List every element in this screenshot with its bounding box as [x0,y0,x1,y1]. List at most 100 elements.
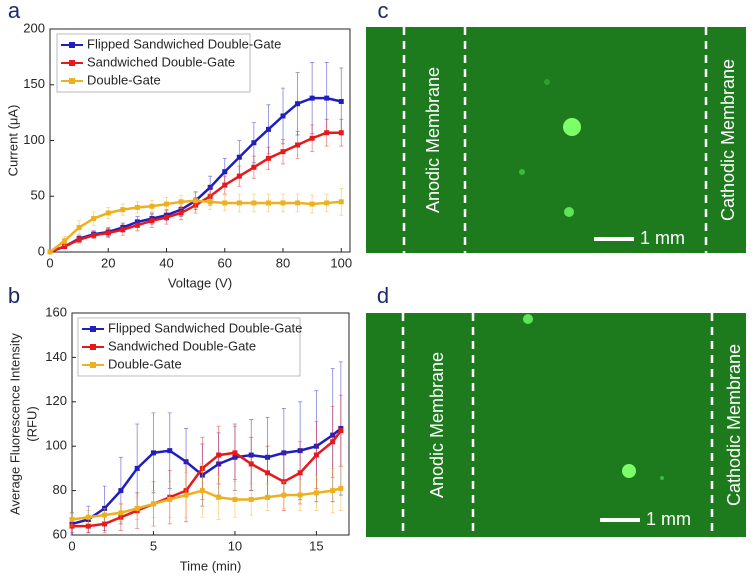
series-line [71,487,342,521]
marker [69,516,75,522]
marker [309,201,315,207]
marker [309,95,315,101]
marker [232,450,238,456]
marker [91,216,97,222]
membrane-label: Anodic Membrane [427,352,447,498]
marker [167,496,173,502]
marker [313,452,319,458]
marker [118,510,124,516]
marker [150,501,156,507]
marker [338,130,344,136]
marker [76,237,82,243]
y-tick-label: 150 [23,76,45,91]
y-axis-label: Average Fluorescence Intensity [7,333,22,515]
marker [105,230,111,236]
marker [265,200,271,206]
image-background [366,27,746,253]
marker [216,452,222,458]
x-tick-label: 40 [159,255,173,270]
marker [265,126,271,132]
marker [338,199,344,205]
y-tick-label: 140 [45,349,67,364]
particle [544,79,550,85]
marker [199,488,205,494]
panel-label: d [377,283,389,308]
marker [330,439,336,445]
y-tick-label: 160 [45,304,67,319]
marker [251,164,257,170]
marker [164,214,170,220]
y-tick-label: 0 [38,243,45,258]
particle [519,169,525,175]
legend-marker [90,344,96,350]
marker [76,224,82,230]
marker [330,488,336,494]
marker [280,149,286,155]
x-tick-label: 10 [228,538,242,553]
legend-label: Double-Gate [87,72,161,87]
legend-label: Double-Gate [108,356,182,371]
x-tick-label: 0 [46,255,53,270]
marker [134,465,140,471]
panel-label: c [378,0,389,23]
marker [248,461,254,467]
marker [102,512,108,518]
legend-marker [69,60,75,66]
series [47,188,344,255]
marker [222,182,228,188]
legend-marker [69,78,75,84]
marker [91,232,97,238]
marker [324,200,330,206]
marker [309,135,315,141]
scale-label: 1 mm [646,509,691,529]
x-tick-label: 5 [150,538,157,553]
y-tick-label: 80 [53,482,67,497]
marker [280,113,286,119]
marker [222,200,228,206]
y-tick-label: 120 [45,393,67,408]
y-axis-label: (RFU) [24,406,39,441]
particle [563,118,581,136]
membrane-label: Cathodic Membrane [718,59,738,221]
micrograph-c: Anodic Membrane Cathodic Membrane 1 mm c [366,0,746,253]
marker [236,173,242,179]
marker [248,496,254,502]
x-tick-label: 100 [330,255,352,270]
marker [62,243,68,249]
marker [150,450,156,456]
marker [236,154,242,160]
y-tick-label: 50 [31,188,45,203]
marker [338,98,344,104]
marker [295,200,301,206]
legend-label: Flipped Sandwiched Double-Gate [108,320,302,335]
marker [134,204,140,210]
scale-label: 1 mm [640,228,685,248]
series [69,463,344,527]
marker [102,521,108,527]
legend-box [77,317,301,377]
marker [251,140,257,146]
marker [338,485,344,491]
membrane-label: Cathodic Membrane [724,344,744,506]
y-tick-label: 100 [23,132,45,147]
marker [149,218,155,224]
y-tick-label: 100 [45,438,67,453]
y-axis-label: Current (μA) [5,105,20,177]
legend-marker [90,362,96,368]
marker [280,200,286,206]
marker [338,428,344,434]
series-line [72,429,342,528]
marker [297,492,303,498]
legend-label: Sandwiched Double-Gate [87,54,235,69]
marker [62,238,68,244]
marker [120,227,126,233]
marker [265,155,271,161]
marker [178,199,184,205]
marker [324,95,330,101]
marker [134,222,140,228]
marker [232,496,238,502]
marker [207,199,213,205]
x-tick-label: 60 [218,255,232,270]
marker [236,200,242,206]
marker [297,470,303,476]
